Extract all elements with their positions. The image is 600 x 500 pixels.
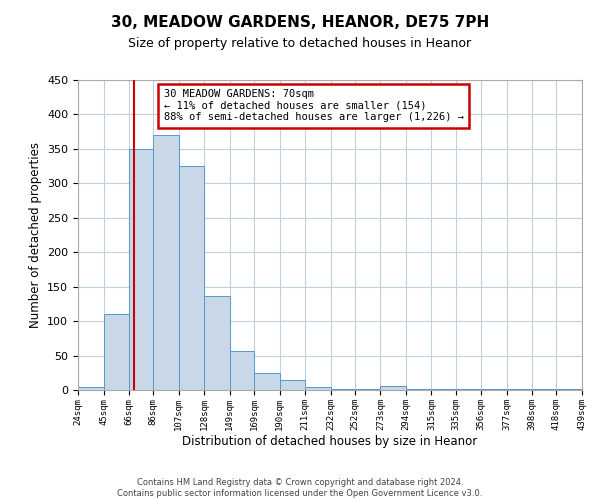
Bar <box>556 388 582 390</box>
Bar <box>380 386 406 390</box>
Bar <box>280 380 305 390</box>
Bar <box>78 386 104 390</box>
Text: Contains HM Land Registry data © Crown copyright and database right 2024.
Contai: Contains HM Land Registry data © Crown c… <box>118 478 482 498</box>
Bar <box>179 166 205 390</box>
Bar <box>305 386 331 390</box>
Bar <box>129 149 153 390</box>
Bar <box>254 373 280 390</box>
Bar <box>104 314 129 390</box>
Bar <box>153 135 179 390</box>
Bar <box>205 296 230 390</box>
X-axis label: Distribution of detached houses by size in Heanor: Distribution of detached houses by size … <box>182 436 478 448</box>
Text: Size of property relative to detached houses in Heanor: Size of property relative to detached ho… <box>128 38 472 51</box>
Text: 30 MEADOW GARDENS: 70sqm
← 11% of detached houses are smaller (154)
88% of semi-: 30 MEADOW GARDENS: 70sqm ← 11% of detach… <box>164 90 464 122</box>
Text: 30, MEADOW GARDENS, HEANOR, DE75 7PH: 30, MEADOW GARDENS, HEANOR, DE75 7PH <box>111 15 489 30</box>
Y-axis label: Number of detached properties: Number of detached properties <box>29 142 41 328</box>
Bar <box>230 352 254 390</box>
